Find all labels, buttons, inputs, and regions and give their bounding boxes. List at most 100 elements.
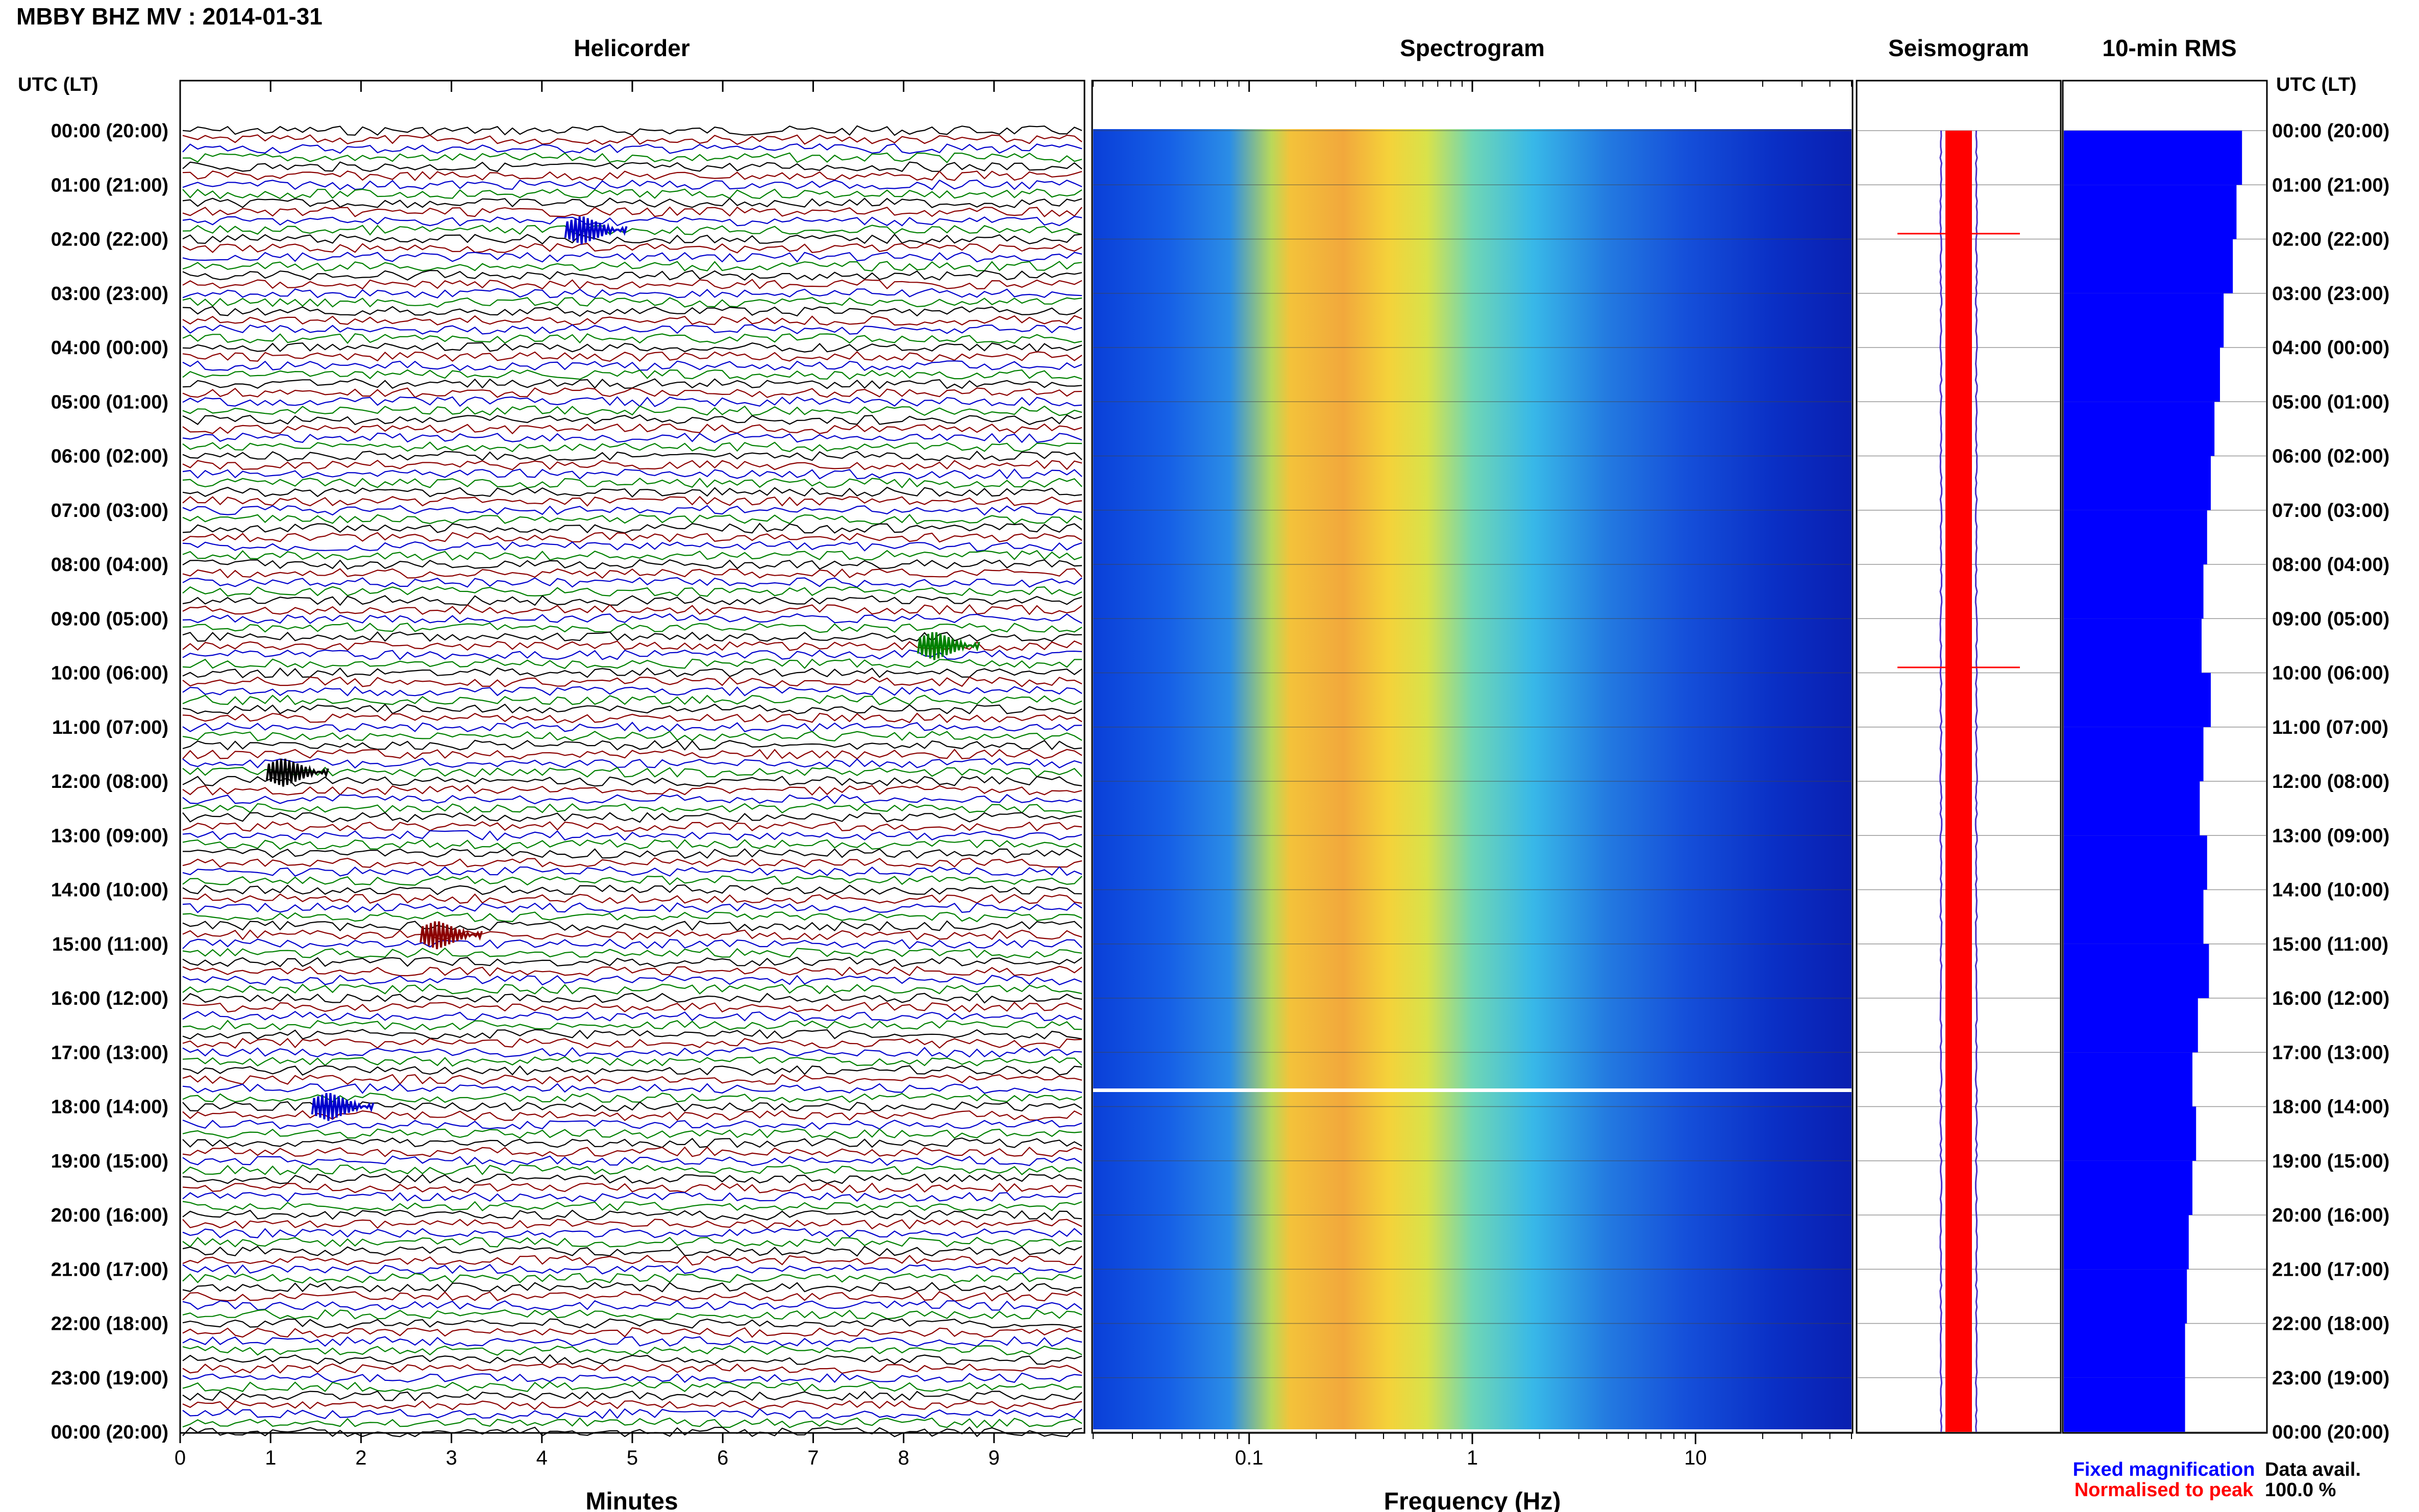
helicorder-tick-label: 8 — [898, 1447, 909, 1469]
helicorder-row — [182, 658, 1082, 670]
rms-bar — [2064, 456, 2211, 510]
helicorder-row — [182, 1001, 1082, 1013]
helicorder-row — [182, 1417, 1082, 1428]
time-label-right: 18:00 (14:00) — [2272, 1097, 2389, 1118]
helicorder-traces — [182, 125, 1082, 1437]
spectrogram-title: Spectrogram — [1400, 35, 1545, 61]
station-title: MBBY BHZ MV : 2014-01-31 — [16, 3, 323, 30]
time-label-left: 04:00 (00:00) — [51, 337, 168, 359]
rms-bar — [2064, 348, 2220, 402]
time-label-left: 08:00 (04:00) — [51, 554, 168, 576]
time-label-right: 19:00 (15:00) — [2272, 1151, 2389, 1172]
helicorder-row — [182, 279, 1082, 290]
helicorder-row — [182, 812, 1082, 823]
rms-bar — [2064, 1052, 2192, 1107]
helicorder-row — [182, 667, 1082, 679]
data-availability-value: 100.0 % — [2265, 1479, 2336, 1501]
time-label-right: 14:00 (10:00) — [2272, 880, 2389, 901]
helicorder-row — [182, 1047, 1082, 1058]
helicorder-row — [182, 1128, 1082, 1139]
helicorder-row — [182, 1010, 1082, 1022]
legend-normalised-to-peak: Normalised to peak — [2075, 1479, 2254, 1501]
helicorder-row — [182, 541, 1082, 552]
helicorder-row — [182, 830, 1082, 841]
time-label-right: 20:00 (16:00) — [2272, 1205, 2389, 1226]
helicorder-row — [182, 1093, 1082, 1103]
time-label-left: 07:00 (03:00) — [51, 500, 168, 522]
helicorder-row — [182, 577, 1082, 588]
helicorder-row — [182, 920, 1082, 932]
rms-bar — [2064, 1377, 2185, 1432]
helicorder-row — [182, 803, 1082, 814]
helicorder-row — [182, 947, 1082, 958]
spectrogram-data-gap — [1093, 1088, 1852, 1092]
time-label-right: 12:00 (08:00) — [2272, 771, 2389, 792]
seismogram-title: Seismogram — [1888, 35, 2029, 61]
helicorder-event — [917, 632, 980, 660]
rms-bar — [2064, 673, 2211, 727]
helicorder-row — [182, 315, 1082, 326]
time-label-right: 00:00 (20:00) — [2272, 120, 2389, 142]
helicorder-row — [182, 333, 1082, 344]
spectrogram-tick-label: 10 — [1684, 1447, 1707, 1469]
time-label-left: 01:00 (21:00) — [51, 175, 168, 196]
time-label-right: 08:00 (04:00) — [2272, 554, 2389, 576]
helicorder-row — [182, 1029, 1082, 1040]
helicorder-row — [182, 233, 1082, 245]
time-label-left: 14:00 (10:00) — [51, 880, 168, 901]
time-label-left: 17:00 (13:00) — [51, 1042, 168, 1063]
rms-bar — [2064, 185, 2237, 239]
spectrogram-tick-label: 0.1 — [1235, 1447, 1264, 1469]
rms-bar — [2064, 510, 2207, 564]
helicorder-row — [182, 1065, 1082, 1076]
helicorder-row — [182, 893, 1082, 904]
helicorder-xlabel: Minutes — [585, 1488, 678, 1512]
rms-bar — [2064, 1323, 2185, 1378]
helicorder-row — [182, 1309, 1082, 1320]
helicorder-x-axis: 0 1 2 3 4 5 6 7 8 9 — [175, 81, 1000, 1469]
helicorder-tick-label: 1 — [265, 1447, 276, 1469]
helicorder-tick-label: 2 — [355, 1447, 366, 1469]
time-label-right: 10:00 (06:00) — [2272, 663, 2389, 684]
helicorder-row — [182, 242, 1082, 254]
helicorder-row — [182, 486, 1082, 498]
legend-fixed-magnification: Fixed magnification — [2073, 1459, 2255, 1480]
helicorder-row — [182, 604, 1082, 615]
spectrogram-tick-label: 1 — [1467, 1447, 1478, 1469]
helicorder-row — [182, 586, 1082, 597]
helicorder-row — [182, 351, 1082, 362]
time-label-left: 13:00 (09:00) — [51, 825, 168, 847]
helicorder-row — [182, 993, 1082, 1004]
helicorder-row — [182, 695, 1082, 706]
helicorder-row — [182, 938, 1082, 950]
time-label-left: 06:00 (02:00) — [51, 446, 168, 467]
data-availability-label: Data avail. — [2265, 1459, 2361, 1480]
helicorder-row — [182, 125, 1082, 136]
helicorder-row — [182, 975, 1082, 986]
time-label-right: 17:00 (13:00) — [2272, 1042, 2389, 1063]
seismogram-band — [1897, 130, 2020, 1432]
rms-bar — [2064, 889, 2204, 944]
helicorder-row — [182, 1336, 1082, 1347]
helicorder-tick-label: 5 — [627, 1447, 638, 1469]
helicorder-row — [182, 468, 1082, 480]
helicorder-row — [182, 1192, 1082, 1202]
helicorder-row — [182, 559, 1082, 570]
helicorder-row — [182, 1390, 1082, 1401]
time-label-right: 01:00 (21:00) — [2272, 175, 2389, 196]
helicorder-row — [182, 1381, 1082, 1392]
helicorder-row — [182, 1083, 1082, 1094]
time-label-left: 16:00 (12:00) — [51, 988, 168, 1009]
helicorder-row — [182, 983, 1082, 995]
helicorder-row — [182, 884, 1082, 896]
right-time-axis-title: UTC (LT) — [2276, 74, 2357, 95]
rms-bar — [2064, 1106, 2196, 1161]
helicorder-row — [182, 821, 1082, 832]
helicorder-row — [182, 929, 1082, 940]
helicorder-row — [182, 595, 1082, 606]
helicorder-row — [182, 776, 1082, 787]
helicorder-row — [182, 1164, 1082, 1176]
time-label-right: 11:00 (07:00) — [2272, 717, 2388, 738]
helicorder-row — [182, 703, 1082, 715]
helicorder-row — [182, 1201, 1082, 1211]
